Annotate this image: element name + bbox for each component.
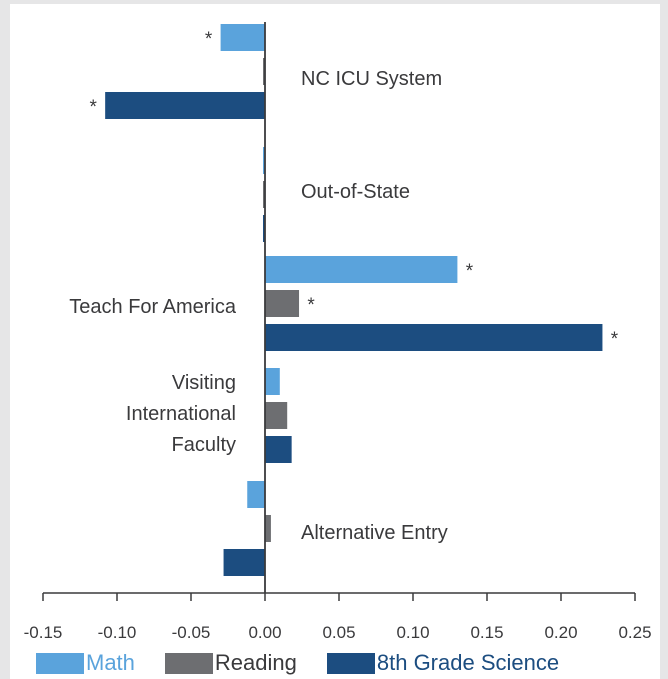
legend-swatch-reading [164,652,213,674]
bar-math-out-of-state [263,147,265,174]
bar-8th-grade-science-teach-for-america [265,324,603,351]
category-label-visiting-international-faculty: Faculty [172,434,236,456]
legend-swatch-math [36,652,84,674]
category-label-out-of-state: Out-of-State [301,181,410,203]
x-tick-label: -0.10 [98,623,137,642]
bar-math-alternative-entry [247,481,265,508]
bar-reading-nc-icu-system [263,58,265,85]
bar-chart: * * * * * NC ICU System Out-of-State Teach For … [24,22,652,642]
legend-item-math: Math [36,650,135,676]
x-tick-label: 0.15 [470,623,503,642]
bar-reading-teach-for-america [265,290,300,317]
bar-reading-alternative-entry [265,515,271,542]
bar-math-nc-icu-system [220,24,265,51]
category-label-alternative-entry: Alternative Entry [301,522,448,544]
x-tick-label: 0.05 [322,623,355,642]
significance-marker: * [89,97,97,118]
bar-8th-grade-science-nc-icu-system [105,92,265,119]
x-tick-label: -0.15 [24,623,63,642]
significance-marker: * [307,295,315,316]
category-label-nc-icu-system: NC ICU System [301,68,442,90]
chart-frame: * * * * * NC ICU System Out-of-State Teach For … [10,4,660,679]
x-tick-label: -0.05 [172,623,211,642]
x-tick-label: 0.00 [248,623,281,642]
significance-marker: * [205,29,213,50]
bar-8th-grade-science-out-of-state [263,215,265,242]
bar-8th-grade-science-visiting-international-faculty [265,436,292,463]
x-tick-label: 0.20 [544,623,577,642]
x-tick-label: 0.25 [618,623,651,642]
bar-8th-grade-science-alternative-entry [223,549,265,576]
legend-label-reading: Reading [214,650,297,675]
legend-item-reading: Reading [164,650,297,676]
category-label-teach-for-america: Teach For America [69,296,237,318]
bar-reading-visiting-international-faculty [265,402,288,429]
x-tick-label: 0.10 [396,623,429,642]
legend-label-math: Math [86,650,135,675]
category-label-visiting-international-faculty: International [126,403,236,425]
significance-marker: * [611,329,619,350]
category-label-visiting-international-faculty: Visiting [172,372,236,394]
legend-label-science: 8th Grade Science [376,650,560,675]
bar-math-teach-for-america [265,256,458,283]
legend: Math Reading 8th Grade Science [36,650,559,676]
significance-marker: * [466,261,474,282]
legend-swatch-science [326,652,375,674]
bar-reading-out-of-state [263,181,265,208]
legend-item-science: 8th Grade Science [326,650,560,676]
bar-math-visiting-international-faculty [265,368,280,395]
